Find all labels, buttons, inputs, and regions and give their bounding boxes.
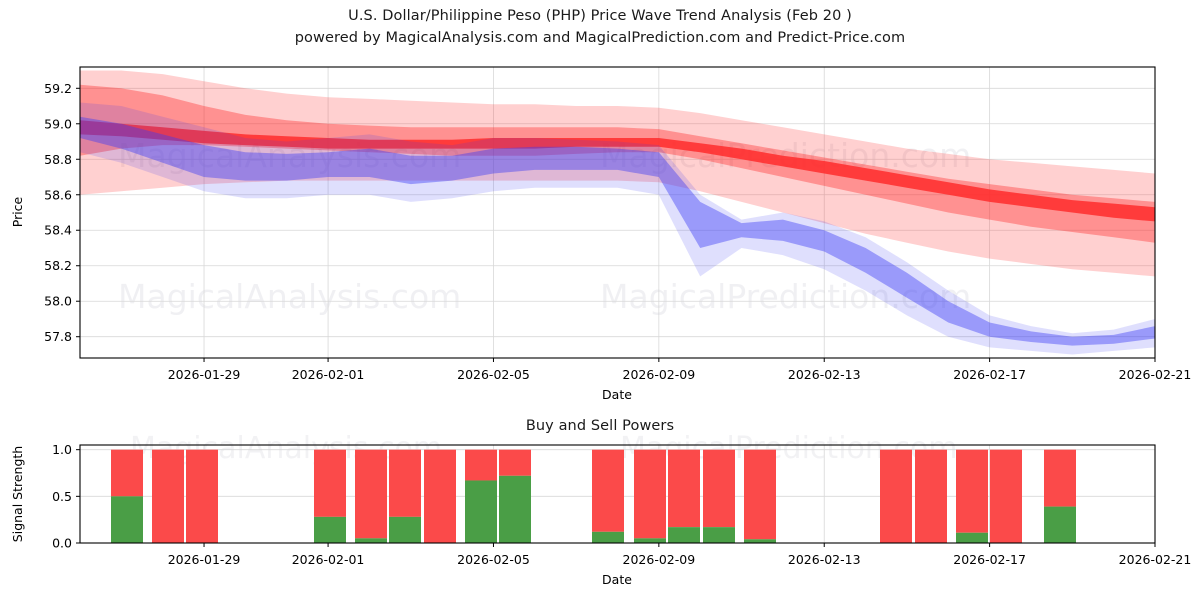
buy-power-bar xyxy=(634,538,666,543)
x-tick-label: 2026-01-29 xyxy=(168,552,241,567)
y-tick-label: 59.2 xyxy=(44,81,72,96)
watermark-layer: MagicalAnalysis.com MagicalPrediction.co… xyxy=(118,136,971,316)
buy-power-bar xyxy=(355,538,387,543)
buy-power-bar xyxy=(956,532,988,543)
buy-power-bar xyxy=(744,539,776,543)
wave-band-blue-band-inner xyxy=(80,116,1155,346)
price-wave-chart: MagicalAnalysis.com MagicalPrediction.co… xyxy=(10,66,1192,402)
page-subtitle-credits: powered by MagicalAnalysis.com and Magic… xyxy=(294,30,906,46)
sell-power-bar xyxy=(915,449,947,543)
x-tick-label: 2026-02-13 xyxy=(788,552,861,567)
y-tick-label: 58.4 xyxy=(44,223,72,238)
sell-power-bar xyxy=(703,449,735,528)
y-tick-label: 0.5 xyxy=(52,489,72,504)
buy-sell-powers-title: Buy and Sell Powers xyxy=(525,418,675,434)
x-tick-label: 2026-02-17 xyxy=(953,367,1026,382)
wave-band-red-band-mid xyxy=(80,84,1155,243)
buy-power-bar xyxy=(465,480,497,543)
x-tick-label: 2026-02-21 xyxy=(1119,552,1192,567)
sell-power-bar xyxy=(880,449,912,543)
wave-band-red-band-outer-upper xyxy=(80,70,1155,277)
sell-power-bar xyxy=(389,449,421,517)
sell-power-bar xyxy=(592,449,624,532)
sell-power-bar xyxy=(111,449,143,497)
y-tick-label: 1.0 xyxy=(52,442,72,457)
sell-power-bar xyxy=(990,449,1022,543)
buy-power-bar xyxy=(314,516,346,543)
sell-power-bar xyxy=(956,449,988,533)
sell-power-bar xyxy=(1044,449,1076,507)
price-y-axis-ticks: 57.8 58.0 58.2 58.4 58.6 58.8 59.0 59.2 xyxy=(44,81,80,344)
x-tick-label: 2026-02-09 xyxy=(623,552,696,567)
power-y-axis-ticks: 0.0 0.5 1.0 xyxy=(52,442,80,551)
sell-power-bar xyxy=(744,449,776,540)
price-x-axis-label: Date xyxy=(602,387,632,402)
sell-power-bar xyxy=(465,449,497,481)
y-tick-label: 0.0 xyxy=(52,536,72,551)
watermark-text: MagicalAnalysis.com xyxy=(118,277,461,316)
wave-band-blue-band-outer xyxy=(80,102,1155,355)
power-plot-border xyxy=(79,444,1156,544)
y-tick-label: 58.8 xyxy=(44,152,72,167)
x-tick-label: 2026-02-01 xyxy=(292,552,365,567)
power-x-axis-ticks: 2026-01-29 2026-02-01 2026-02-05 2026-02-09… xyxy=(168,543,1192,567)
buy-power-bar xyxy=(1044,506,1076,543)
y-tick-label: 59.0 xyxy=(44,116,72,131)
x-tick-label: 2026-02-01 xyxy=(292,367,365,382)
watermark-layer-lower: MagicalAnalysis.com MagicalPrediction.co… xyxy=(130,431,958,466)
page-title: U.S. Dollar/Philippine Peso (PHP) Price … xyxy=(348,8,852,24)
x-tick-label: 2026-02-21 xyxy=(1119,367,1192,382)
buy-power-bar xyxy=(703,527,735,543)
sell-power-bar xyxy=(152,449,184,543)
price-wave-bands xyxy=(80,70,1155,355)
watermark-text: MagicalPrediction.com xyxy=(600,277,971,316)
x-tick-label: 2026-02-05 xyxy=(457,552,530,567)
buy-power-bar xyxy=(111,496,143,543)
x-tick-label: 2026-02-13 xyxy=(788,367,861,382)
buy-power-bar xyxy=(592,531,624,543)
price-plot-border xyxy=(79,66,1156,359)
y-tick-label: 58.0 xyxy=(44,294,72,309)
x-tick-label: 2026-01-29 xyxy=(168,367,241,382)
sell-power-bar xyxy=(186,449,218,543)
sell-power-bar xyxy=(634,449,666,539)
sell-power-bar xyxy=(355,449,387,539)
buy-power-bar xyxy=(499,475,531,543)
sell-power-bar xyxy=(499,449,531,476)
power-bars-group xyxy=(111,449,1076,543)
sell-power-bar xyxy=(314,449,346,517)
price-y-axis-label: Price xyxy=(10,196,25,227)
buy-power-bar xyxy=(389,516,421,543)
y-tick-label: 58.6 xyxy=(44,187,72,202)
buy-sell-powers-chart: MagicalAnalysis.com MagicalPrediction.co… xyxy=(10,431,1191,587)
buy-power-bar xyxy=(668,527,700,543)
sell-power-bar xyxy=(668,449,700,528)
sell-power-bar xyxy=(424,449,456,543)
y-tick-label: 58.2 xyxy=(44,258,72,273)
x-tick-label: 2026-02-05 xyxy=(457,367,530,382)
wave-band-red-band-core xyxy=(80,120,1155,222)
power-y-axis-label: Signal Strength xyxy=(10,446,25,542)
x-tick-label: 2026-02-09 xyxy=(623,367,696,382)
y-tick-label: 57.8 xyxy=(44,329,72,344)
price-x-axis-ticks: 2026-01-29 2026-02-01 2026-02-05 2026-02-09… xyxy=(168,358,1192,382)
x-tick-label: 2026-02-17 xyxy=(953,552,1026,567)
power-x-axis-label: Date xyxy=(602,572,632,587)
